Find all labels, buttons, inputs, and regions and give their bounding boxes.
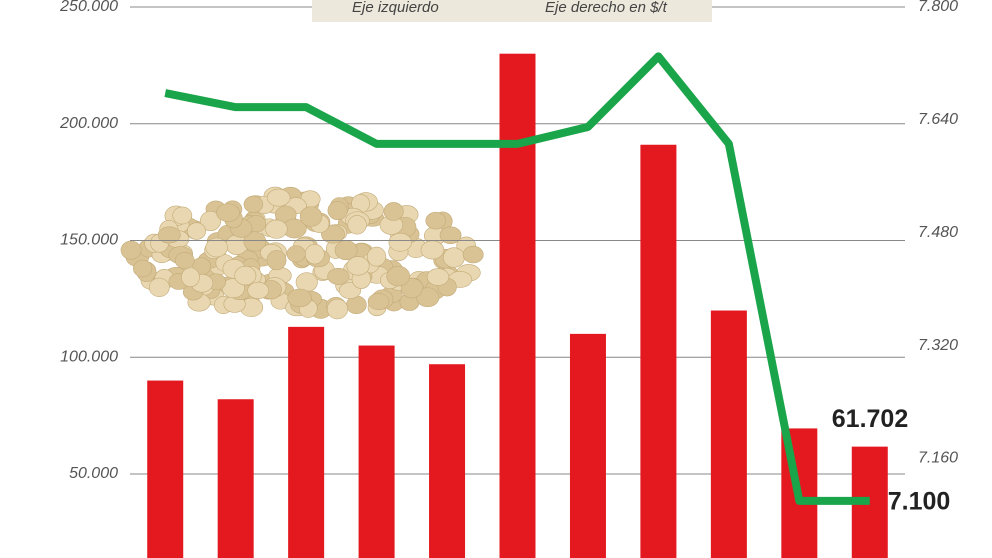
- bar: [499, 53, 536, 558]
- bean: [247, 281, 269, 300]
- legend-box: [312, 0, 712, 22]
- bean: [266, 250, 287, 271]
- bean: [199, 210, 222, 232]
- bean: [243, 195, 264, 213]
- bean: [347, 215, 367, 235]
- bean: [286, 245, 306, 263]
- bean: [386, 265, 411, 287]
- legend-label: Eje izquierdo: [352, 0, 439, 16]
- y-tick-label: 50.000: [69, 465, 118, 482]
- bean: [299, 206, 323, 227]
- bean: [265, 219, 288, 239]
- bar: [217, 399, 254, 558]
- bean: [327, 201, 348, 220]
- y-tick-label: 200.000: [59, 115, 118, 132]
- bean: [287, 288, 312, 308]
- bar: [147, 380, 184, 558]
- bean: [216, 203, 240, 222]
- legend-label: Eje derecho en $/t: [545, 0, 668, 16]
- data-label: 61.702: [832, 405, 908, 433]
- line: [164, 52, 870, 505]
- bean: [174, 252, 195, 269]
- bean: [439, 226, 462, 244]
- bean: [346, 256, 370, 276]
- bean: [205, 237, 228, 258]
- bean: [366, 246, 387, 267]
- y2-tick-label: 7.640: [918, 111, 958, 128]
- bean: [120, 240, 142, 260]
- bean: [157, 226, 181, 244]
- bean: [462, 245, 484, 264]
- bean: [326, 298, 349, 320]
- bean: [367, 292, 390, 311]
- bean: [420, 240, 445, 260]
- bean: [426, 268, 450, 286]
- bean: [172, 206, 193, 225]
- bean: [148, 277, 170, 297]
- y2-tick-label: 7.160: [918, 450, 958, 467]
- bar: [358, 345, 395, 558]
- y-tick-label: 250.000: [59, 0, 118, 15]
- bean: [181, 267, 200, 288]
- soybean-photo: [120, 186, 484, 320]
- bean: [425, 211, 447, 230]
- bean: [327, 267, 350, 285]
- data-label: 7.100: [888, 487, 951, 515]
- bean: [304, 243, 325, 265]
- y-tick-label: 150.000: [60, 232, 118, 249]
- bar: [429, 364, 466, 558]
- bean: [383, 202, 404, 221]
- bar: [288, 326, 325, 558]
- y2-tick-label: 7.800: [918, 0, 958, 15]
- y2-tick-label: 7.480: [918, 224, 958, 241]
- bean: [442, 247, 465, 268]
- bean: [133, 259, 153, 278]
- y-tick-label: 100.000: [60, 348, 118, 365]
- bar: [569, 333, 606, 558]
- bean: [243, 231, 267, 252]
- y2-tick-label: 7.320: [918, 337, 958, 354]
- bean: [388, 232, 412, 252]
- bean: [234, 265, 257, 286]
- bean: [187, 222, 206, 240]
- bar: [710, 310, 747, 558]
- bar: [640, 144, 677, 558]
- bean: [266, 188, 291, 207]
